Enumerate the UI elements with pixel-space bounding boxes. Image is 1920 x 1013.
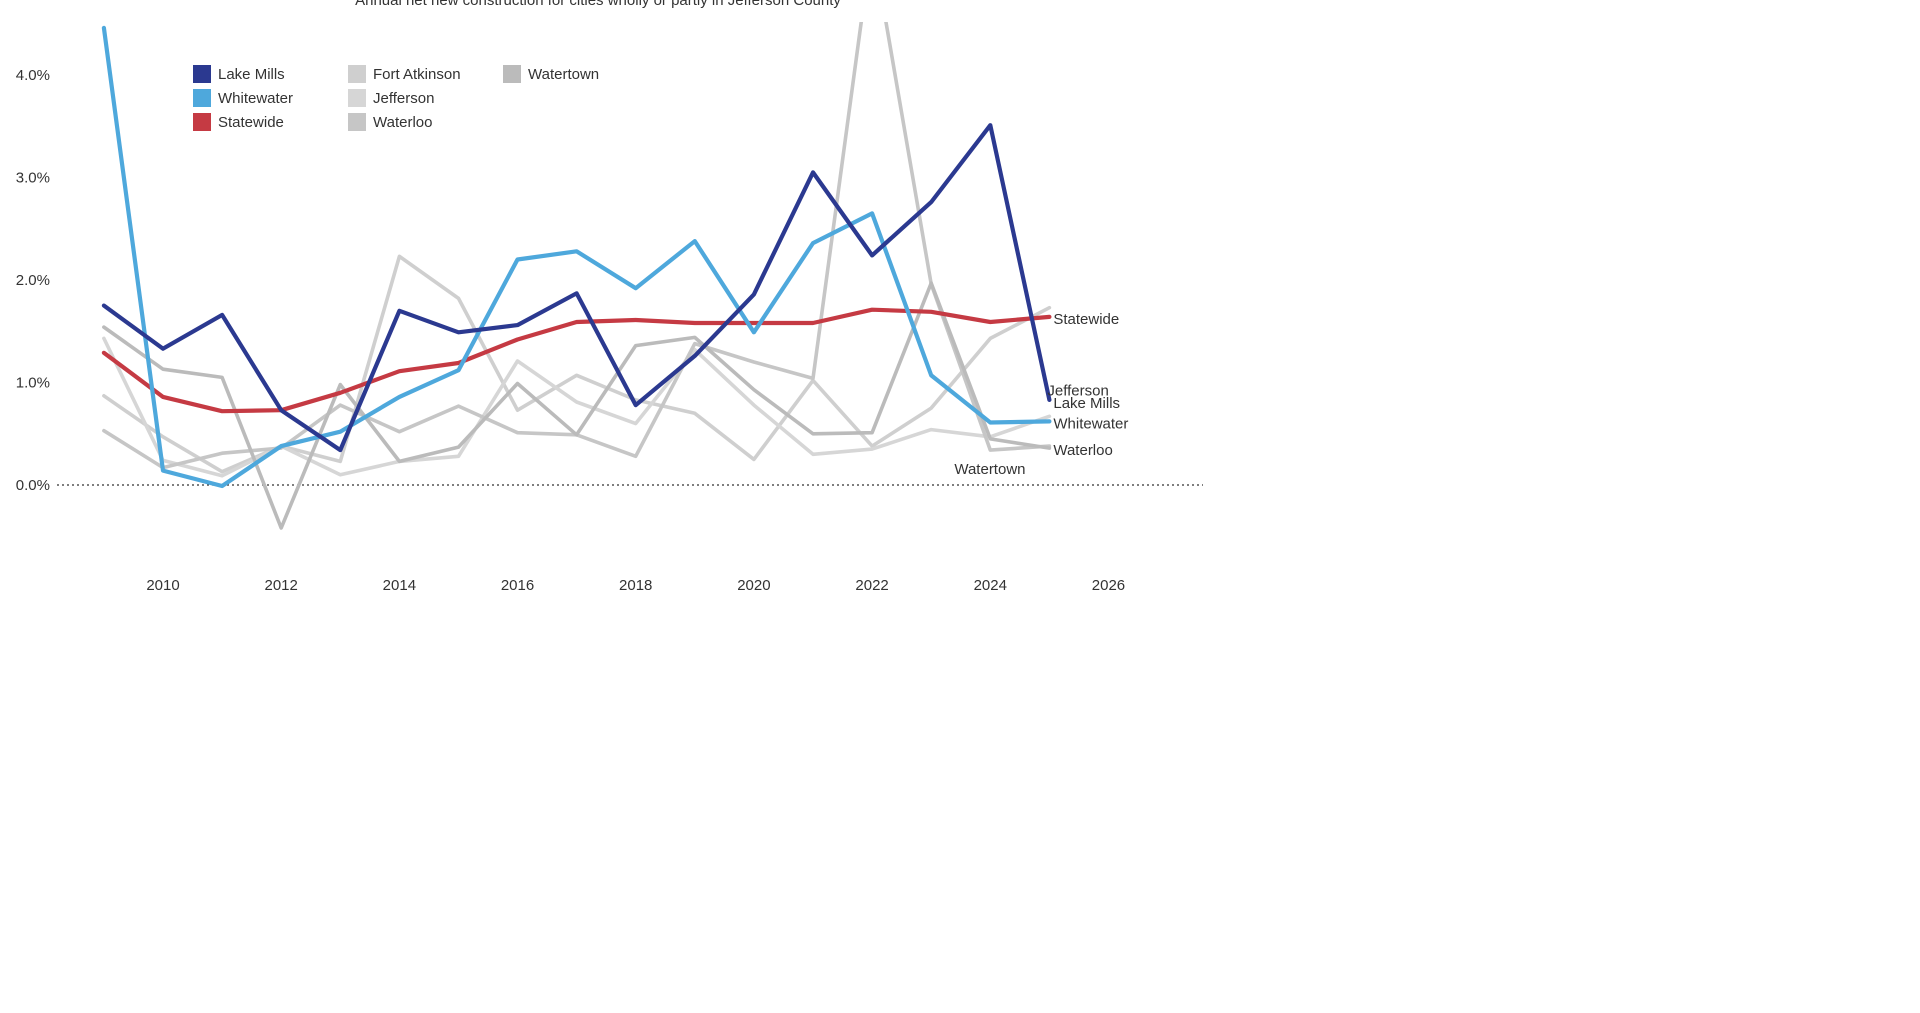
x-axis-ticks: 2010 2012 2014 2016 2018 2020 2022 2024 2026 — [146, 577, 1125, 594]
series-line-watertown[interactable] — [102, 281, 1052, 530]
x-tick-label: 2020 — [737, 577, 770, 594]
series-end-labels: Jefferson Waterloo Watertown Statewide White… — [954, 311, 1128, 478]
legend-swatch — [193, 89, 211, 107]
legend-label: Watertown — [528, 66, 599, 83]
legend-label: Statewide — [218, 114, 284, 131]
x-tick-label: 2014 — [383, 577, 416, 594]
legend-label: Fort Atkinson — [373, 66, 461, 83]
legend-item-watertown[interactable]: Watertown — [503, 65, 599, 83]
x-tick-label: 2010 — [146, 577, 179, 594]
legend-item-statewide[interactable]: Statewide — [193, 113, 284, 131]
legend-label: Waterloo — [373, 114, 432, 131]
series-line-jefferson[interactable] — [102, 336, 1052, 478]
y-tick-label: 2.0% — [16, 272, 50, 289]
series-line-lake-mills[interactable] — [101, 123, 1052, 453]
end-label-statewide: Statewide — [1053, 311, 1119, 328]
y-tick-label: 0.0% — [16, 477, 50, 494]
end-label-jefferson: Jefferson — [1047, 382, 1108, 399]
legend-swatch — [348, 113, 366, 131]
legend-item-waterloo[interactable]: Waterloo — [348, 113, 432, 131]
legend-label: Lake Mills — [218, 66, 285, 83]
legend-label: Jefferson — [373, 90, 434, 107]
y-tick-label: 4.0% — [16, 67, 50, 84]
legend-swatch — [503, 65, 521, 83]
legend-label: Whitewater — [218, 90, 293, 107]
series-line-statewide[interactable] — [101, 307, 1052, 414]
chart-subtitle: Annual net new construction for cities w… — [355, 0, 841, 9]
legend-item-lake-mills[interactable]: Lake Mills — [193, 65, 285, 83]
x-tick-label: 2018 — [619, 577, 652, 594]
series-line-whitewater[interactable] — [101, 25, 1052, 489]
end-label-lake-mills: Lake Mills — [1053, 395, 1120, 412]
legend-swatch — [348, 65, 366, 83]
legend-item-fort-atkinson[interactable]: Fort Atkinson — [348, 65, 461, 83]
end-label-waterloo: Waterloo — [1053, 442, 1112, 459]
end-label-whitewater: Whitewater — [1053, 415, 1128, 432]
x-tick-label: 2012 — [264, 577, 297, 594]
x-tick-label: 2016 — [501, 577, 534, 594]
y-tick-label: 1.0% — [16, 375, 50, 392]
legend-swatch — [193, 113, 211, 131]
legend-swatch — [193, 65, 211, 83]
legend-item-whitewater[interactable]: Whitewater — [193, 89, 293, 107]
end-label-watertown: Watertown — [954, 461, 1025, 478]
x-tick-label: 2026 — [1092, 577, 1125, 594]
y-axis-ticks: 0.0% 1.0% 2.0% 3.0% 4.0% — [16, 67, 50, 494]
y-tick-label: 3.0% — [16, 170, 50, 187]
legend-item-jefferson[interactable]: Jefferson — [348, 89, 434, 107]
series-lines — [101, 22, 1052, 530]
x-tick-label: 2024 — [974, 577, 1007, 594]
legend[interactable]: Lake Mills Whitewater Statewide Fort Atkins… — [193, 65, 599, 131]
x-tick-label: 2022 — [855, 577, 888, 594]
legend-swatch — [348, 89, 366, 107]
